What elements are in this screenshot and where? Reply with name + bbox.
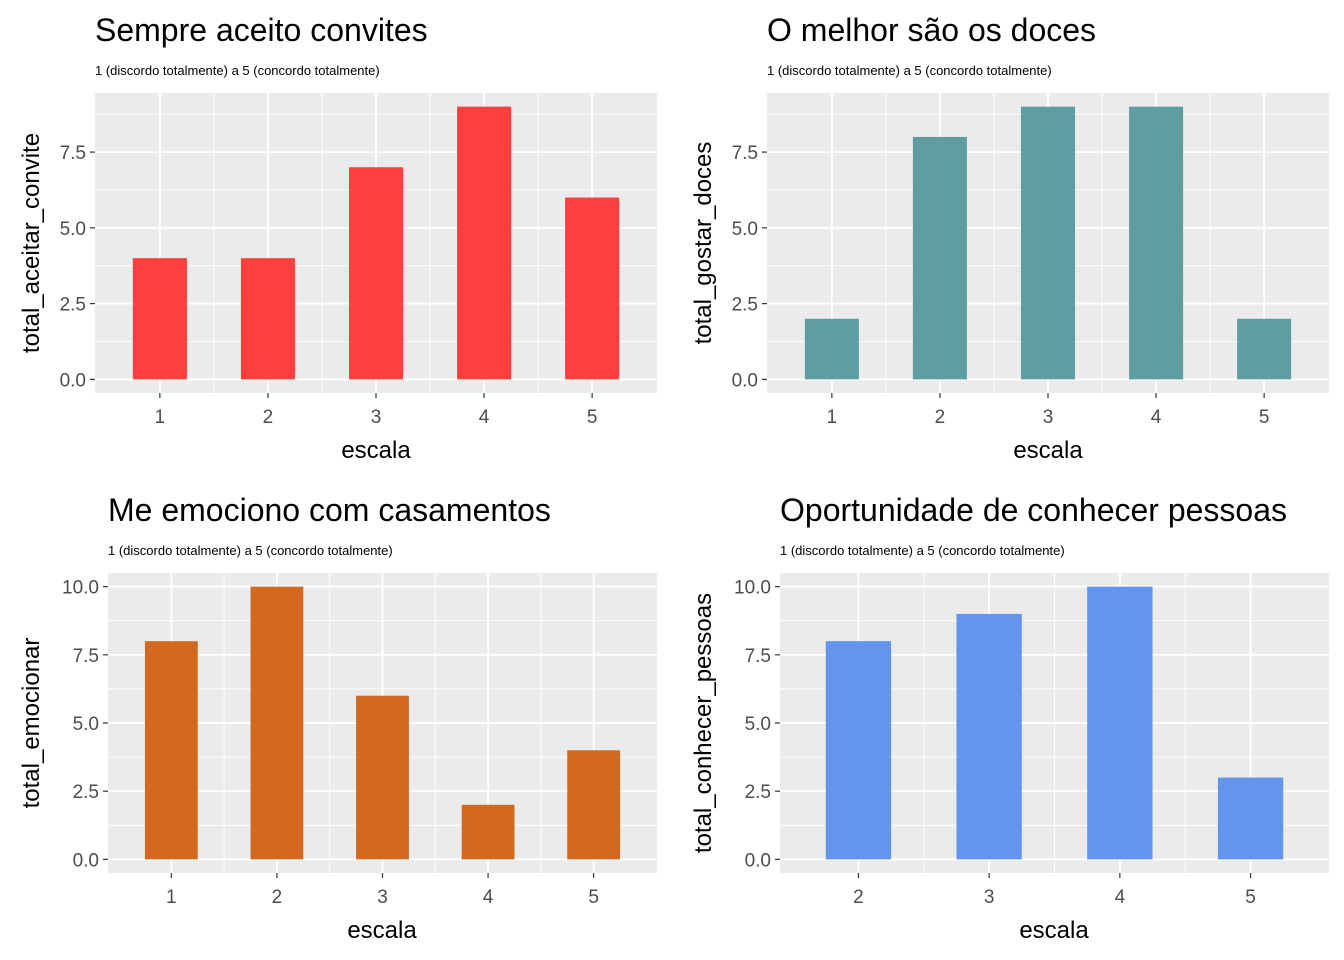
bar-2 bbox=[912, 136, 967, 380]
bar-2 bbox=[825, 641, 892, 860]
bar-4 bbox=[1087, 586, 1153, 860]
y-axis-title: total_aceitar_convite bbox=[18, 133, 45, 353]
bar-5 bbox=[565, 197, 620, 380]
chart-gostar-doces: 1 2 3 4 5 0.0 2.5 5.0 7.5 O melhor são os doces… bbox=[690, 12, 1329, 464]
x-axis-title: escala bbox=[1019, 917, 1089, 944]
bar-3 bbox=[348, 167, 404, 380]
chart-panel-emocionar: 1 2 3 4 5 0.0 2.5 5.0 7.5 10.0 Me emociono com c… bbox=[0, 480, 672, 960]
x-axis-title: escala bbox=[1013, 437, 1083, 464]
x-tick-label: 3 bbox=[371, 407, 382, 428]
y-tick-layer: 0.0 2.5 5.0 7.5 10.0 bbox=[62, 578, 108, 871]
x-axis-title: escala bbox=[347, 917, 417, 944]
x-tick-label: 3 bbox=[1043, 407, 1054, 428]
bar-3 bbox=[356, 695, 409, 860]
chart-title: O melhor são os doces bbox=[767, 12, 1096, 48]
y-axis-title: total_gostar_doces bbox=[690, 142, 717, 345]
bar-layer bbox=[132, 106, 620, 380]
bar-layer bbox=[144, 586, 621, 860]
bar-3 bbox=[1020, 106, 1076, 380]
x-tick-label: 1 bbox=[166, 887, 177, 908]
y-tick-label: 2.5 bbox=[73, 782, 99, 803]
y-tick-label: 2.5 bbox=[732, 295, 758, 316]
bar-1 bbox=[132, 258, 187, 380]
x-tick-label: 4 bbox=[483, 887, 494, 908]
y-axis-title: total_emocionar bbox=[18, 638, 45, 809]
x-tick-layer: 1 2 3 4 5 bbox=[166, 873, 599, 908]
x-tick-label: 2 bbox=[272, 887, 283, 908]
chart-emocionar: 1 2 3 4 5 0.0 2.5 5.0 7.5 10.0 Me emociono com c… bbox=[18, 492, 657, 944]
y-tick-label: 7.5 bbox=[745, 646, 771, 667]
y-tick-label: 0.0 bbox=[745, 850, 771, 871]
bar-layer bbox=[825, 586, 1284, 860]
chart-subtitle: 1 (discordo totalmente) a 5 (concordo to… bbox=[767, 63, 1052, 78]
y-tick-label: 5.0 bbox=[60, 219, 86, 240]
x-tick-label: 5 bbox=[588, 887, 599, 908]
y-tick-label: 2.5 bbox=[745, 782, 771, 803]
bar-4 bbox=[1129, 106, 1184, 380]
chart-title: Oportunidade de conhecer pessoas bbox=[780, 492, 1287, 528]
x-tick-label: 3 bbox=[984, 887, 995, 908]
y-tick-layer: 0.0 2.5 5.0 7.5 bbox=[732, 143, 767, 391]
x-tick-label: 2 bbox=[263, 407, 274, 428]
y-tick-label: 7.5 bbox=[60, 143, 86, 164]
bar-1 bbox=[144, 641, 198, 860]
chart-aceitar-convite: 1 2 3 4 5 0.0 2.5 5.0 7.5 Sempre aceito convite… bbox=[18, 12, 657, 464]
chart-panel-conhecer-pessoas: 2 3 4 5 0.0 2.5 5.0 7.5 10.0 Oportunidade de co… bbox=[672, 480, 1344, 960]
bar-1 bbox=[804, 318, 859, 380]
x-tick-label: 1 bbox=[155, 407, 166, 428]
chart-title: Me emociono com casamentos bbox=[108, 492, 551, 528]
chart-subtitle: 1 (discordo totalmente) a 5 (concordo to… bbox=[780, 543, 1065, 558]
x-tick-label: 4 bbox=[1151, 407, 1162, 428]
x-tick-label: 1 bbox=[827, 407, 838, 428]
bar-2 bbox=[240, 258, 295, 380]
y-tick-label: 0.0 bbox=[732, 370, 758, 391]
bar-5 bbox=[567, 750, 621, 860]
x-tick-layer: 1 2 3 4 5 bbox=[155, 393, 598, 428]
y-tick-layer: 0.0 2.5 5.0 7.5 bbox=[60, 143, 95, 391]
x-tick-layer: 1 2 3 4 5 bbox=[827, 393, 1270, 428]
x-tick-label: 4 bbox=[1115, 887, 1126, 908]
y-tick-label: 7.5 bbox=[73, 646, 99, 667]
x-tick-label: 5 bbox=[1245, 887, 1256, 908]
bar-5 bbox=[1237, 318, 1292, 380]
x-axis-title: escala bbox=[341, 437, 411, 464]
y-tick-label: 2.5 bbox=[60, 295, 86, 316]
x-tick-label: 3 bbox=[377, 887, 388, 908]
y-tick-layer: 0.0 2.5 5.0 7.5 10.0 bbox=[734, 578, 780, 871]
chart-subtitle: 1 (discordo totalmente) a 5 (concordo to… bbox=[108, 543, 393, 558]
bar-3 bbox=[956, 613, 1022, 860]
y-axis-title: total_conhecer_pessoas bbox=[690, 593, 717, 853]
x-tick-layer: 2 3 4 5 bbox=[853, 873, 1256, 908]
chart-subtitle: 1 (discordo totalmente) a 5 (concordo to… bbox=[95, 63, 380, 78]
y-tick-label: 10.0 bbox=[62, 578, 99, 599]
chart-panel-gostar-doces: 1 2 3 4 5 0.0 2.5 5.0 7.5 O melhor são os doces… bbox=[672, 0, 1344, 480]
x-tick-label: 5 bbox=[1259, 407, 1270, 428]
bar-5 bbox=[1217, 777, 1284, 860]
chart-conhecer-pessoas: 2 3 4 5 0.0 2.5 5.0 7.5 10.0 Oportunidade de co… bbox=[690, 492, 1329, 944]
y-tick-label: 0.0 bbox=[73, 850, 99, 871]
bar-4 bbox=[461, 804, 515, 860]
bar-layer bbox=[804, 106, 1292, 380]
bar-4 bbox=[457, 106, 512, 380]
y-tick-label: 5.0 bbox=[73, 714, 99, 735]
x-tick-label: 2 bbox=[935, 407, 946, 428]
y-tick-label: 5.0 bbox=[745, 714, 771, 735]
bar-2 bbox=[250, 586, 304, 860]
chart-title: Sempre aceito convites bbox=[95, 12, 428, 48]
y-tick-label: 5.0 bbox=[732, 219, 758, 240]
chart-panel-aceitar-convite: 1 2 3 4 5 0.0 2.5 5.0 7.5 Sempre aceito convite… bbox=[0, 0, 672, 480]
y-tick-label: 0.0 bbox=[60, 370, 86, 391]
x-tick-label: 5 bbox=[587, 407, 598, 428]
x-tick-label: 4 bbox=[479, 407, 490, 428]
x-tick-label: 2 bbox=[853, 887, 864, 908]
y-tick-label: 10.0 bbox=[734, 578, 771, 599]
y-tick-label: 7.5 bbox=[732, 143, 758, 164]
